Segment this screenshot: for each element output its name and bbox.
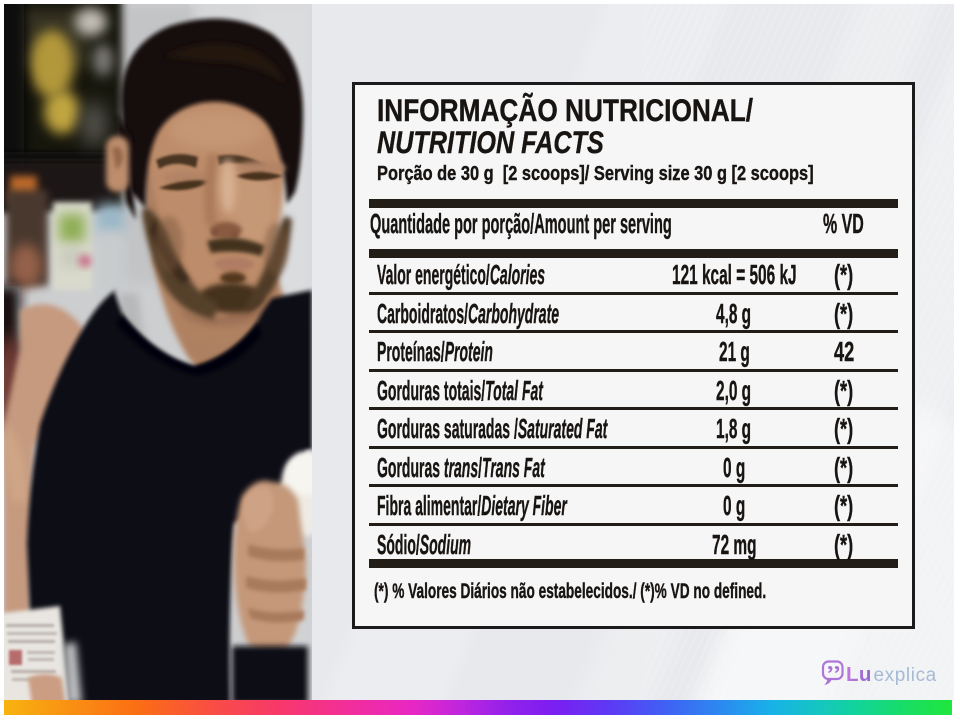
svg-text:Lu: Lu — [846, 663, 872, 686]
svg-text:explica: explica — [874, 665, 937, 686]
